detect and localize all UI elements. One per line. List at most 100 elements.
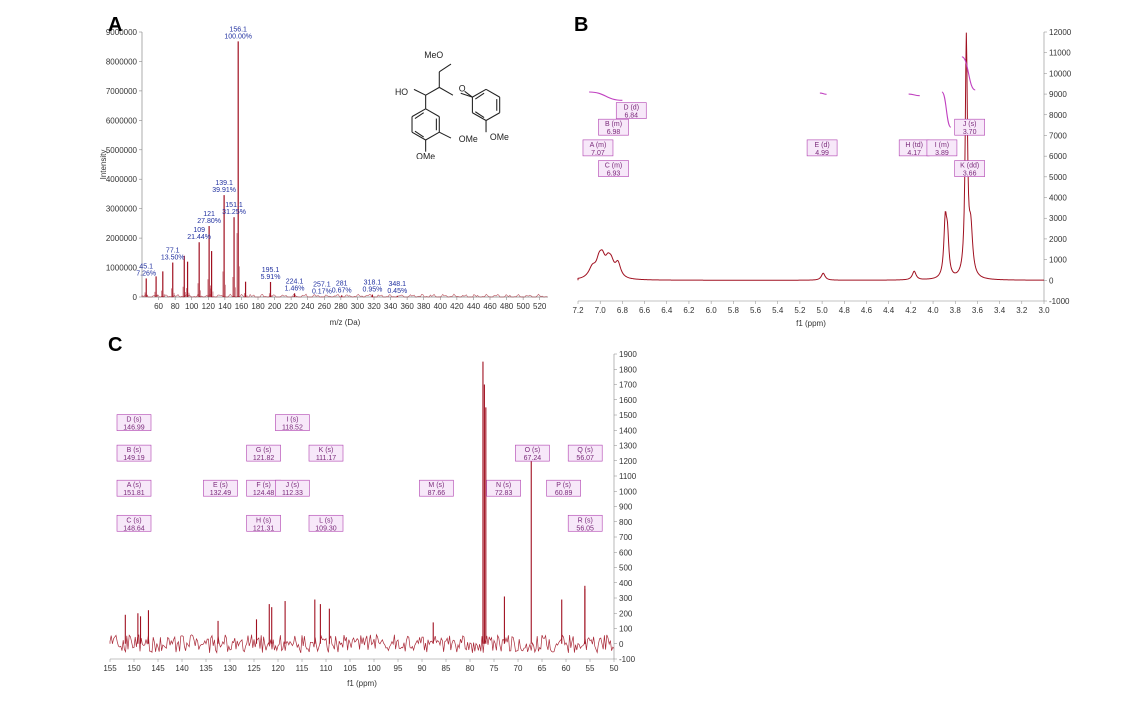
svg-text:4.4: 4.4 xyxy=(883,306,895,315)
svg-text:420: 420 xyxy=(450,302,464,311)
svg-text:140: 140 xyxy=(175,664,189,673)
svg-text:95: 95 xyxy=(394,664,403,673)
svg-text:260: 260 xyxy=(318,302,332,311)
svg-text:900: 900 xyxy=(619,503,633,512)
panel-c-13c-nmr: C -1000100200300400500600700800900100011… xyxy=(90,328,650,683)
svg-text:I (s): I (s) xyxy=(286,417,298,424)
svg-text:m/z (Da): m/z (Da) xyxy=(330,318,361,327)
svg-text:6.4: 6.4 xyxy=(661,306,673,315)
svg-text:21.44%: 21.44% xyxy=(187,234,211,241)
svg-text:280: 280 xyxy=(334,302,348,311)
svg-text:0.45%: 0.45% xyxy=(387,288,407,295)
svg-text:8000: 8000 xyxy=(1049,111,1067,120)
svg-text:1.46%: 1.46% xyxy=(285,285,305,292)
svg-text:3.2: 3.2 xyxy=(1016,306,1028,315)
svg-text:5.4: 5.4 xyxy=(772,306,784,315)
svg-text:7.2: 7.2 xyxy=(572,306,584,315)
svg-text:3000000: 3000000 xyxy=(106,205,138,214)
svg-text:130: 130 xyxy=(223,664,237,673)
svg-text:P (s): P (s) xyxy=(556,482,571,489)
svg-text:139.1: 139.1 xyxy=(215,180,233,187)
molecule-svg: OMeOMeHOOMeOOMe(1d) xyxy=(375,27,541,159)
svg-text:D (s): D (s) xyxy=(126,417,141,424)
svg-text:109: 109 xyxy=(193,227,205,234)
svg-text:7.0: 7.0 xyxy=(595,306,607,315)
svg-text:3000: 3000 xyxy=(1049,214,1067,223)
svg-text:5.8: 5.8 xyxy=(728,306,740,315)
svg-text:100: 100 xyxy=(367,664,381,673)
svg-text:7.07: 7.07 xyxy=(591,150,605,157)
svg-text:200: 200 xyxy=(619,609,633,618)
svg-text:5.6: 5.6 xyxy=(750,306,762,315)
svg-text:OMe: OMe xyxy=(416,151,435,159)
svg-text:F (s): F (s) xyxy=(256,482,270,489)
svg-text:400: 400 xyxy=(619,579,633,588)
svg-text:E (d): E (d) xyxy=(815,142,830,149)
svg-text:700: 700 xyxy=(619,533,633,542)
svg-text:1800: 1800 xyxy=(619,365,637,374)
svg-text:E (s): E (s) xyxy=(213,482,228,489)
svg-text:C (m): C (m) xyxy=(605,163,623,170)
svg-text:2000: 2000 xyxy=(1049,235,1067,244)
svg-text:L (s): L (s) xyxy=(319,517,333,524)
svg-text:7000: 7000 xyxy=(1049,131,1067,140)
svg-text:-100: -100 xyxy=(619,655,636,664)
svg-text:5000: 5000 xyxy=(1049,173,1067,182)
svg-text:HO: HO xyxy=(395,87,408,97)
svg-text:56.07: 56.07 xyxy=(576,455,594,462)
svg-text:120: 120 xyxy=(271,664,285,673)
svg-text:155: 155 xyxy=(103,664,117,673)
svg-text:56.05: 56.05 xyxy=(576,525,594,532)
svg-text:5000000: 5000000 xyxy=(106,146,138,155)
svg-text:-1000: -1000 xyxy=(1049,297,1070,306)
svg-text:R (s): R (s) xyxy=(578,517,593,524)
svg-text:4000000: 4000000 xyxy=(106,175,138,184)
svg-text:480: 480 xyxy=(500,302,514,311)
svg-text:O (s): O (s) xyxy=(525,447,541,454)
svg-text:1200: 1200 xyxy=(619,457,637,466)
svg-text:7.26%: 7.26% xyxy=(136,270,156,277)
svg-text:3.89: 3.89 xyxy=(935,150,949,157)
svg-text:3.8: 3.8 xyxy=(950,306,962,315)
svg-text:100: 100 xyxy=(619,625,633,634)
svg-text:600: 600 xyxy=(619,548,633,557)
panel-c-label: C xyxy=(108,334,122,357)
svg-text:4.2: 4.2 xyxy=(905,306,917,315)
svg-text:65: 65 xyxy=(538,664,547,673)
svg-text:4.6: 4.6 xyxy=(861,306,873,315)
svg-text:440: 440 xyxy=(467,302,481,311)
svg-text:J (s): J (s) xyxy=(286,482,300,489)
svg-text:257.1: 257.1 xyxy=(313,282,331,289)
svg-text:300: 300 xyxy=(351,302,365,311)
svg-text:110: 110 xyxy=(320,664,333,673)
svg-text:160: 160 xyxy=(235,302,249,311)
svg-text:60: 60 xyxy=(154,302,163,311)
svg-text:60: 60 xyxy=(562,664,571,673)
svg-text:C (s): C (s) xyxy=(126,517,141,524)
svg-text:120: 120 xyxy=(202,302,216,311)
svg-text:111.17: 111.17 xyxy=(316,455,336,462)
svg-text:1700: 1700 xyxy=(619,381,637,390)
svg-text:N (s): N (s) xyxy=(496,482,511,489)
svg-text:0.17%: 0.17% xyxy=(312,289,332,296)
svg-text:3.6: 3.6 xyxy=(972,306,984,315)
svg-text:f1 (ppm): f1 (ppm) xyxy=(796,319,826,328)
svg-text:124.48: 124.48 xyxy=(253,490,275,497)
svg-text:180: 180 xyxy=(251,302,265,311)
svg-text:6.93: 6.93 xyxy=(607,171,621,178)
panel-b-1h-nmr: B -1000010002000300040005000600070008000… xyxy=(560,8,1080,323)
svg-text:0.95%: 0.95% xyxy=(362,287,382,294)
svg-text:281: 281 xyxy=(336,280,348,287)
svg-text:1400: 1400 xyxy=(619,426,637,435)
svg-text:200: 200 xyxy=(268,302,282,311)
svg-text:360: 360 xyxy=(400,302,414,311)
svg-text:1500: 1500 xyxy=(619,411,637,420)
svg-text:J (s): J (s) xyxy=(963,121,977,128)
svg-text:39.91%: 39.91% xyxy=(212,187,236,194)
svg-text:500: 500 xyxy=(516,302,530,311)
svg-text:6.98: 6.98 xyxy=(607,129,621,136)
svg-text:300: 300 xyxy=(619,594,633,603)
svg-text:0: 0 xyxy=(1049,276,1054,285)
svg-text:I (m): I (m) xyxy=(935,142,949,149)
svg-text:3.0: 3.0 xyxy=(1038,306,1050,315)
